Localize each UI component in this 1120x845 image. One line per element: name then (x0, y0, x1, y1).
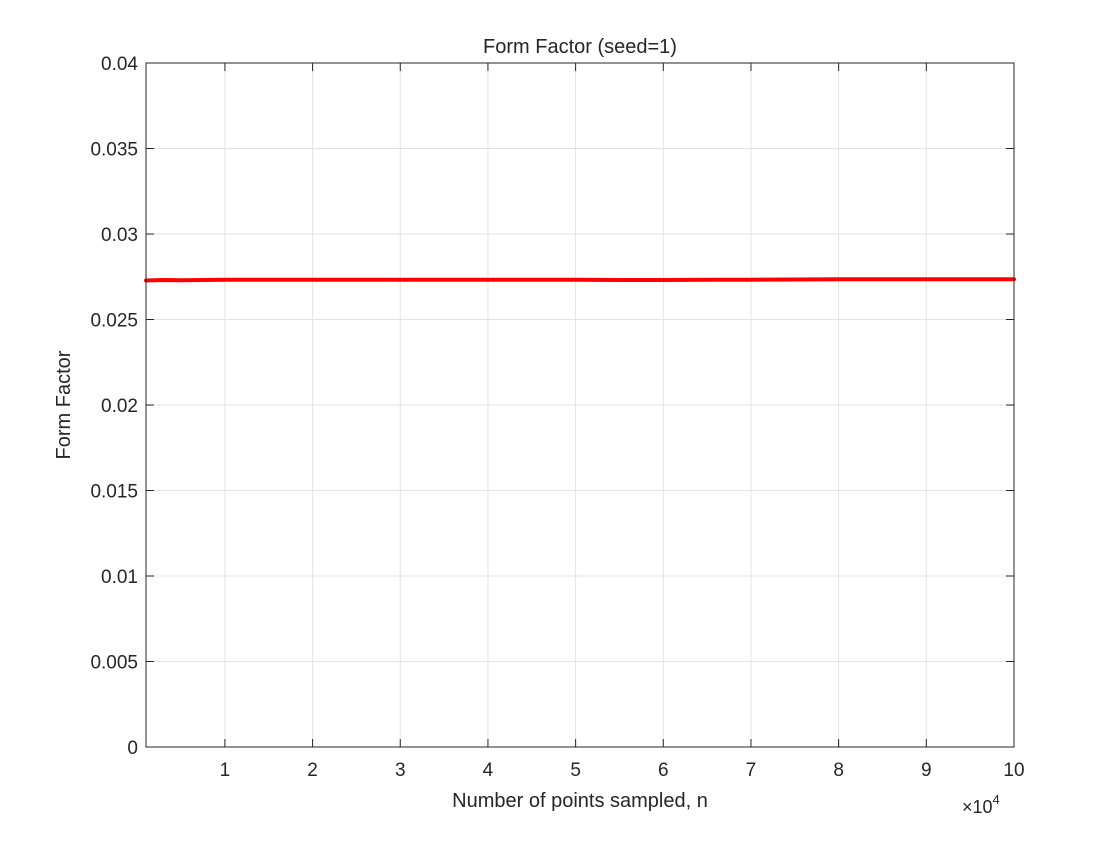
y-tick-label: 0.025 (90, 311, 138, 332)
series-line (144, 277, 1016, 283)
chart-title: Form Factor (seed=1) (483, 36, 677, 58)
y-tick-label: 0.03 (101, 225, 138, 246)
x-tick-label: 2 (307, 760, 318, 781)
y-tick-label: 0.01 (101, 567, 138, 588)
x-tick-label: 8 (833, 760, 844, 781)
y-axis-label: Form Factor (53, 350, 75, 459)
y-tick-label: 0.005 (90, 653, 138, 674)
y-tick-label: 0 (127, 738, 138, 759)
x-tick-label: 5 (570, 760, 581, 781)
axis-ticks: 1 2 3 4 5 6 7 8 9 10 0 0.005 0.01 0.015 0.02 0.025 0.03 0… (90, 54, 1024, 781)
x-axis-label: Number of points sampled, n (452, 790, 708, 812)
grid-lines (146, 62, 1015, 748)
y-tick-label: 0.035 (90, 140, 138, 161)
x-tick-label: 10 (1003, 760, 1024, 781)
x-tick-label: 9 (921, 760, 932, 781)
x-tick-label: 7 (746, 760, 757, 781)
y-tick-label: 0.04 (101, 54, 138, 75)
x-exponent-base: ×10 (962, 797, 993, 817)
x-tick-label: 3 (395, 760, 406, 781)
y-tick-label: 0.015 (90, 482, 138, 503)
x-tick-label: 1 (220, 760, 231, 781)
series-layer (144, 277, 1016, 283)
x-exponent-power: 4 (993, 792, 1000, 807)
x-tick-label: 6 (658, 760, 669, 781)
x-axis-exponent-label: ×104 (962, 792, 1000, 817)
x-tick-label: 4 (483, 760, 494, 781)
y-tick-label: 0.02 (101, 396, 138, 417)
